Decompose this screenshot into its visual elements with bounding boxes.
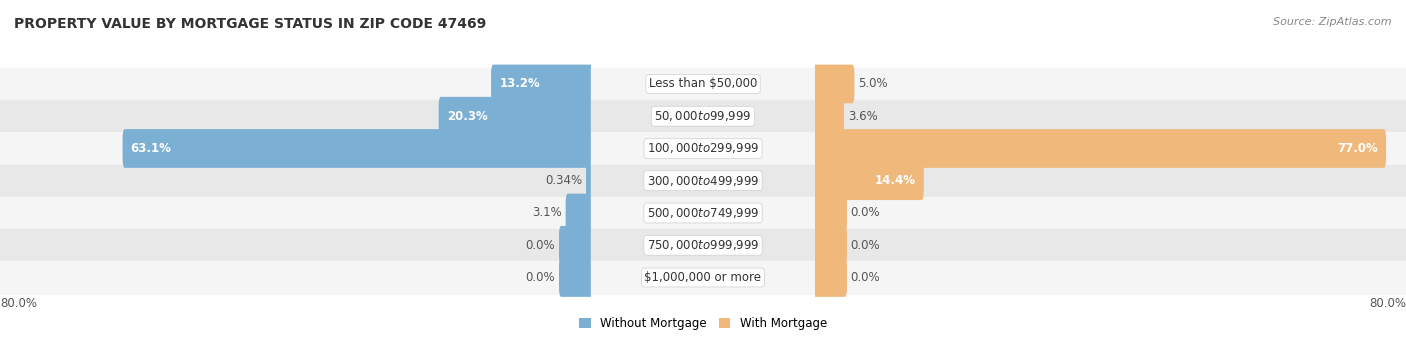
Bar bbox=[0, 132, 591, 165]
Text: $50,000 to $99,999: $50,000 to $99,999 bbox=[654, 109, 752, 123]
Text: 0.34%: 0.34% bbox=[546, 174, 582, 187]
Bar bbox=[815, 229, 1406, 261]
FancyBboxPatch shape bbox=[813, 64, 855, 103]
Text: Source: ZipAtlas.com: Source: ZipAtlas.com bbox=[1274, 17, 1392, 27]
Text: 0.0%: 0.0% bbox=[851, 239, 880, 252]
Bar bbox=[0, 197, 591, 229]
Text: 14.4%: 14.4% bbox=[875, 174, 915, 187]
Bar bbox=[815, 165, 1406, 197]
Bar bbox=[591, 68, 815, 100]
FancyBboxPatch shape bbox=[813, 226, 846, 265]
Text: 3.1%: 3.1% bbox=[533, 207, 562, 220]
FancyBboxPatch shape bbox=[560, 226, 593, 265]
Bar bbox=[591, 229, 815, 261]
Text: 0.0%: 0.0% bbox=[851, 271, 880, 284]
Text: Less than $50,000: Less than $50,000 bbox=[648, 77, 758, 90]
Text: 0.0%: 0.0% bbox=[526, 271, 555, 284]
Bar bbox=[815, 261, 1406, 294]
FancyBboxPatch shape bbox=[491, 64, 593, 103]
FancyBboxPatch shape bbox=[813, 258, 846, 297]
Text: 3.6%: 3.6% bbox=[848, 110, 877, 123]
Text: $750,000 to $999,999: $750,000 to $999,999 bbox=[647, 238, 759, 252]
Text: 63.1%: 63.1% bbox=[131, 142, 172, 155]
Bar bbox=[591, 165, 815, 197]
FancyBboxPatch shape bbox=[565, 194, 593, 232]
Text: 0.0%: 0.0% bbox=[526, 239, 555, 252]
Bar bbox=[0, 229, 591, 261]
Text: 77.0%: 77.0% bbox=[1337, 142, 1378, 155]
Bar bbox=[0, 165, 591, 197]
FancyBboxPatch shape bbox=[122, 129, 593, 168]
Text: $500,000 to $749,999: $500,000 to $749,999 bbox=[647, 206, 759, 220]
Bar bbox=[0, 100, 591, 132]
Text: 20.3%: 20.3% bbox=[447, 110, 488, 123]
Bar bbox=[815, 100, 1406, 132]
Bar bbox=[591, 261, 815, 294]
FancyBboxPatch shape bbox=[813, 97, 844, 136]
Bar bbox=[591, 197, 815, 229]
Bar bbox=[591, 132, 815, 165]
FancyBboxPatch shape bbox=[560, 258, 593, 297]
Bar bbox=[815, 197, 1406, 229]
Legend: Without Mortgage, With Mortgage: Without Mortgage, With Mortgage bbox=[574, 313, 832, 335]
Bar bbox=[0, 261, 591, 294]
FancyBboxPatch shape bbox=[586, 161, 593, 200]
Bar bbox=[815, 132, 1406, 165]
Text: 13.2%: 13.2% bbox=[499, 77, 540, 90]
Text: $300,000 to $499,999: $300,000 to $499,999 bbox=[647, 174, 759, 188]
FancyBboxPatch shape bbox=[813, 161, 924, 200]
Text: $100,000 to $299,999: $100,000 to $299,999 bbox=[647, 142, 759, 155]
Text: 80.0%: 80.0% bbox=[0, 297, 37, 311]
Bar bbox=[0, 68, 591, 100]
Text: 80.0%: 80.0% bbox=[1369, 297, 1406, 311]
Text: 0.0%: 0.0% bbox=[851, 207, 880, 220]
FancyBboxPatch shape bbox=[813, 194, 846, 232]
Bar bbox=[591, 100, 815, 132]
Bar bbox=[815, 68, 1406, 100]
Text: 5.0%: 5.0% bbox=[858, 77, 887, 90]
Text: $1,000,000 or more: $1,000,000 or more bbox=[644, 271, 762, 284]
Text: PROPERTY VALUE BY MORTGAGE STATUS IN ZIP CODE 47469: PROPERTY VALUE BY MORTGAGE STATUS IN ZIP… bbox=[14, 17, 486, 31]
FancyBboxPatch shape bbox=[439, 97, 593, 136]
FancyBboxPatch shape bbox=[813, 129, 1386, 168]
